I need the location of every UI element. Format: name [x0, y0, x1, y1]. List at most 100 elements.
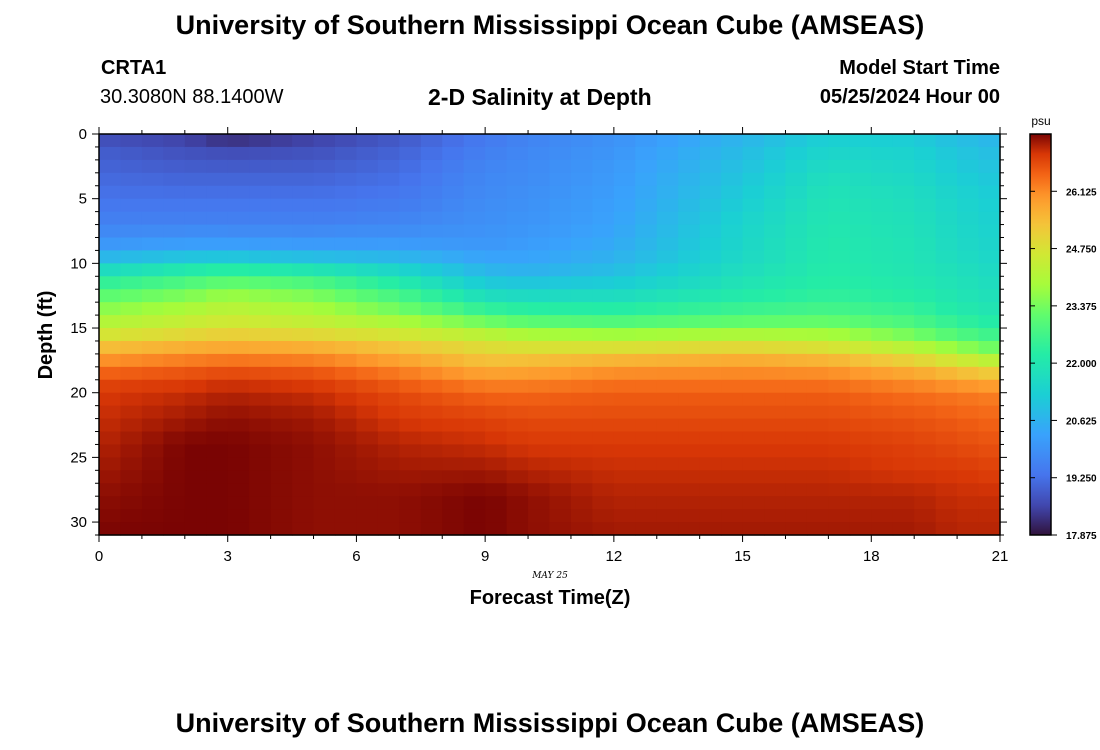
heatmap-cell [249, 224, 272, 239]
plot-title: 2-D Salinity at Depth [428, 84, 652, 110]
heatmap-cell [742, 237, 765, 252]
heatmap-cell [613, 211, 636, 226]
colorbar-tick-label: 24.750 [1066, 245, 1097, 256]
heatmap-cell [377, 250, 400, 264]
heatmap-cell [935, 276, 958, 290]
heatmap-cell [249, 392, 272, 407]
heatmap-cell [399, 340, 422, 355]
heatmap-cell [334, 470, 358, 484]
heatmap-cell [163, 496, 186, 510]
heatmap-cell [463, 315, 486, 329]
heatmap-cell [99, 276, 122, 290]
heatmap-cell [828, 418, 851, 433]
heatmap-cell [613, 483, 636, 497]
heatmap-cell [721, 289, 744, 303]
heatmap-cell [914, 185, 937, 200]
heatmap-cell [313, 146, 336, 161]
colorbar-unit-label: psu [1031, 114, 1050, 128]
heatmap-cell [678, 185, 701, 200]
heatmap-cell [742, 328, 765, 342]
heatmap-cell [785, 302, 808, 316]
heatmap-cell [334, 328, 358, 342]
heatmap-cell [828, 159, 851, 174]
heatmap-cell [806, 340, 829, 355]
heatmap-cell [914, 211, 937, 226]
heatmap-cell [549, 276, 572, 290]
heatmap-cell [313, 483, 336, 497]
heatmap-cell [892, 418, 915, 433]
heatmap-cell [978, 250, 1001, 264]
heatmap-cell [785, 509, 808, 523]
heatmap-cell [570, 457, 593, 471]
heatmap-cell [935, 405, 958, 420]
heatmap-cell [442, 457, 465, 471]
heatmap-cell [828, 172, 851, 187]
heatmap-cell [399, 509, 422, 523]
heatmap-cell [399, 224, 422, 239]
heatmap-cell [549, 353, 572, 368]
heatmap-cell [399, 185, 422, 200]
heatmap-cell [270, 185, 293, 200]
heatmap-cell [163, 146, 186, 161]
heatmap-cell [570, 211, 593, 226]
heatmap-cell [828, 134, 851, 148]
heatmap-cell [420, 224, 443, 239]
heatmap-cell [206, 146, 229, 161]
heatmap-cell [613, 134, 636, 148]
heatmap-cell [871, 431, 894, 446]
heatmap-cell [334, 522, 358, 536]
heatmap-cell [635, 328, 658, 342]
heatmap-cell [377, 159, 400, 174]
heatmap-cell [635, 418, 658, 433]
heatmap-cell [356, 509, 379, 523]
heatmap-cell [721, 198, 744, 213]
heatmap-cell [292, 470, 315, 484]
heatmap-cell [506, 134, 529, 148]
heatmap-cell [764, 483, 787, 497]
heatmap-cell [849, 509, 872, 523]
heatmap-cell [678, 483, 701, 497]
heatmap-cell [764, 134, 787, 148]
heatmap-cell [270, 496, 293, 510]
heatmap-cell [828, 328, 851, 342]
heatmap-cell [270, 263, 293, 277]
heatmap-cell [785, 405, 808, 420]
heatmap-cell [849, 483, 872, 497]
heatmap-cell [635, 470, 658, 484]
heatmap-cell [849, 172, 872, 187]
heatmap-cell [849, 250, 872, 264]
heatmap-cell [120, 379, 143, 394]
heatmap-cell [485, 470, 508, 484]
heatmap-cell [892, 211, 915, 226]
heatmap-cell [184, 134, 207, 148]
heatmap-cell [334, 250, 358, 264]
heatmap-cell [549, 496, 572, 510]
heatmap-cell [721, 522, 744, 536]
heatmap-cell [163, 224, 186, 239]
heatmap-cell [935, 302, 958, 316]
heatmap-cell [292, 250, 315, 264]
heatmap-cell [978, 172, 1001, 187]
heatmap-cell [678, 457, 701, 471]
heatmap-cell [806, 483, 829, 497]
heatmap-cell [978, 340, 1001, 355]
heatmap-cell [356, 250, 379, 264]
heatmap-cell [334, 211, 358, 226]
heatmap-cell [356, 483, 379, 497]
heatmap-cell [184, 237, 207, 252]
heatmap-cell [120, 263, 143, 277]
heatmap-cell [764, 263, 787, 277]
heatmap-cell [442, 328, 465, 342]
heatmap-cell [442, 302, 465, 316]
heatmap-cell [678, 353, 701, 368]
heatmap-cell [270, 392, 293, 407]
heatmap-cell [549, 328, 572, 342]
heatmap-cell [206, 250, 229, 264]
heatmap-cell [270, 159, 293, 174]
heatmap-cell [141, 444, 164, 458]
heatmap-cell [506, 146, 529, 161]
heatmap-cell [570, 172, 593, 187]
heatmap-cell [163, 172, 186, 187]
heatmap-cell [806, 172, 829, 187]
heatmap-cell [463, 522, 486, 536]
